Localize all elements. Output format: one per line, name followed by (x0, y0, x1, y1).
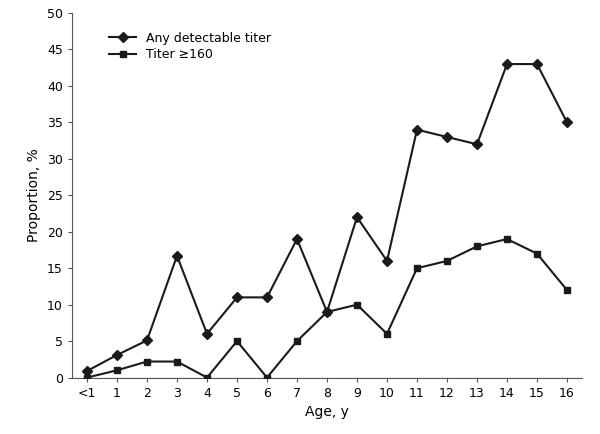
Any detectable titer (83, 368, 91, 374)
Titer ≥160 (143, 359, 151, 364)
Y-axis label: Proportion, %: Proportion, % (28, 148, 41, 242)
Titer ≥160 (443, 258, 451, 263)
Legend: Any detectable titer, Titer ≥160: Any detectable titer, Titer ≥160 (104, 26, 276, 66)
Any detectable titer (233, 295, 241, 300)
Line: Any detectable titer: Any detectable titer (83, 61, 571, 375)
Any detectable titer (323, 309, 331, 315)
Titer ≥160 (323, 309, 331, 315)
Any detectable titer (173, 253, 181, 258)
Any detectable titer (113, 352, 121, 358)
Titer ≥160 (413, 266, 421, 271)
Titer ≥160 (263, 375, 271, 380)
Any detectable titer (503, 62, 511, 67)
Any detectable titer (383, 258, 391, 263)
Any detectable titer (533, 62, 541, 67)
Titer ≥160 (473, 244, 481, 249)
Titer ≥160 (173, 359, 181, 364)
Any detectable titer (563, 120, 571, 125)
Line: Titer ≥160: Titer ≥160 (83, 236, 571, 381)
Titer ≥160 (503, 237, 511, 242)
Titer ≥160 (233, 339, 241, 344)
Titer ≥160 (533, 251, 541, 256)
Any detectable titer (293, 237, 301, 242)
Titer ≥160 (203, 375, 211, 380)
Titer ≥160 (113, 368, 121, 373)
Titer ≥160 (293, 339, 301, 344)
Titer ≥160 (383, 331, 391, 336)
Any detectable titer (143, 338, 151, 343)
Any detectable titer (203, 331, 211, 336)
Any detectable titer (473, 141, 481, 147)
Any detectable titer (443, 135, 451, 140)
Any detectable titer (263, 295, 271, 300)
Any detectable titer (413, 127, 421, 132)
Titer ≥160 (353, 302, 361, 307)
Titer ≥160 (563, 287, 571, 293)
Any detectable titer (353, 214, 361, 220)
X-axis label: Age, y: Age, y (305, 405, 349, 419)
Titer ≥160 (83, 375, 91, 380)
